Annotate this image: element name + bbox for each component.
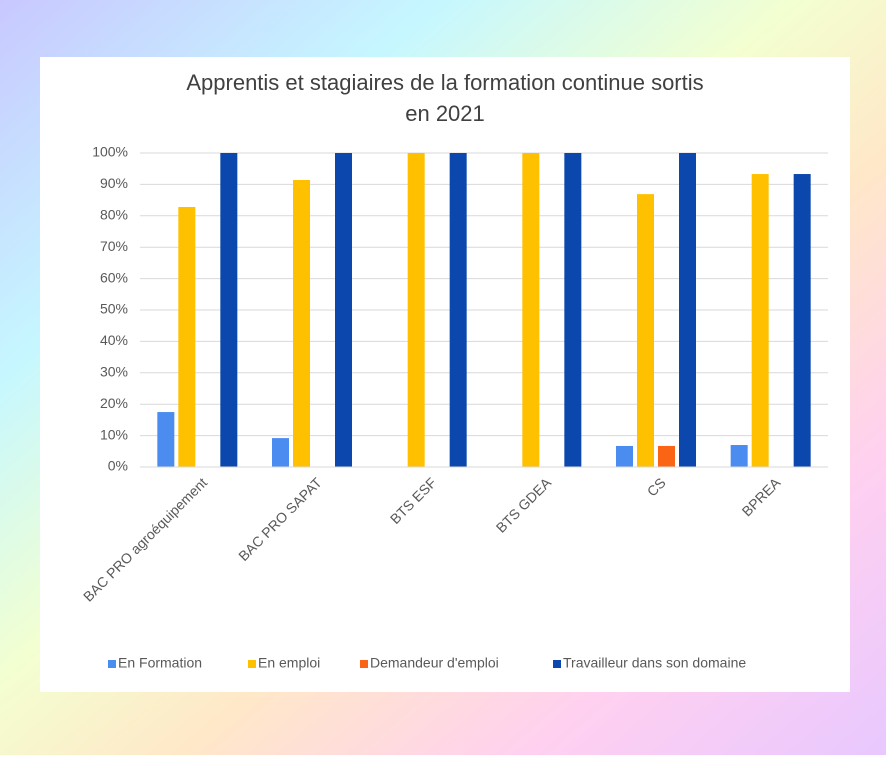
legend-label: Demandeur d'emploi (370, 655, 499, 671)
title-line: en 2021 (405, 101, 485, 126)
legend-label: En emploi (258, 655, 320, 671)
y-tick-label: 0% (108, 458, 128, 474)
bar (272, 438, 289, 467)
legend-swatch (248, 660, 256, 668)
chart-title: Apprentis et stagiaires de la formation … (186, 70, 703, 126)
bar (157, 412, 175, 467)
y-tick-label: 40% (100, 332, 128, 348)
y-tick-label: 10% (100, 426, 128, 442)
bar (407, 153, 425, 467)
bar (751, 174, 769, 467)
legend-swatch (360, 660, 368, 668)
bar (616, 445, 633, 467)
legend-label: En Formation (118, 655, 202, 671)
legend-label: Travailleur dans son domaine (563, 655, 746, 671)
y-tick-label: 90% (100, 175, 128, 191)
bar (335, 153, 352, 467)
bar (522, 153, 540, 467)
y-tick-label: 70% (100, 238, 128, 254)
bar (730, 445, 748, 467)
bar (178, 207, 196, 467)
bar (564, 153, 582, 467)
y-tick-label: 80% (100, 207, 128, 223)
bar (658, 445, 675, 467)
bar (637, 194, 654, 467)
y-tick-label: 60% (100, 269, 128, 285)
title-line: Apprentis et stagiaires de la formation … (186, 70, 703, 95)
legend-swatch (553, 660, 561, 668)
bar (679, 153, 696, 467)
y-tick-label: 100% (92, 144, 128, 160)
bar (449, 153, 467, 467)
bar (293, 180, 310, 467)
bar (793, 174, 811, 467)
y-tick-label: 20% (100, 395, 128, 411)
y-tick-label: 30% (100, 364, 128, 380)
legend-swatch (108, 660, 116, 668)
bar (220, 153, 238, 467)
y-tick-label: 50% (100, 301, 128, 317)
chart-panel (40, 57, 850, 692)
